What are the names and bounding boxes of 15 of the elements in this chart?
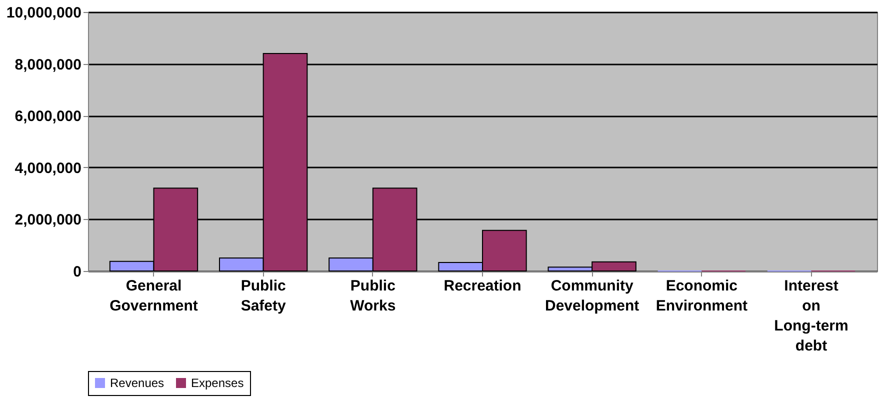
x-tick-label: Interest on Long-term debt	[774, 278, 848, 354]
x-tick-label: Recreation	[444, 278, 522, 294]
y-tick-label: 10,000,000	[6, 4, 82, 22]
x-tick-label: Public Safety	[240, 278, 286, 314]
x-tick-label: Community Development	[544, 278, 640, 314]
y-tick-label: 2,000,000	[14, 212, 82, 229]
x-tick-label: General Government	[110, 278, 198, 314]
legend-label: Revenues	[110, 376, 164, 390]
legend-label: Expenses	[191, 376, 244, 390]
x-tick-label: Public Works	[350, 278, 396, 314]
y-tick-label: 4,000,000	[14, 160, 82, 177]
y-tick-label: 0	[73, 264, 82, 280]
y-tick-label: 8,000,000	[14, 56, 82, 74]
y-tick-label: 6,000,000	[14, 108, 82, 126]
x-tick-label: Economic Environment	[656, 278, 748, 314]
